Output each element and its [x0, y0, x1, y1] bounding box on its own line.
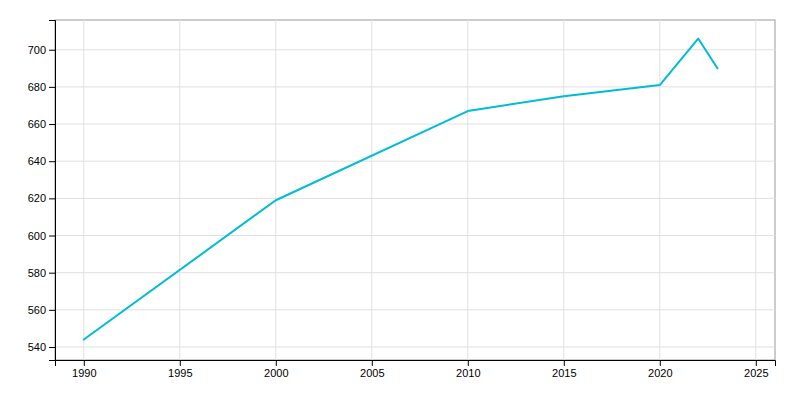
- y-tick-label: 640: [28, 155, 46, 167]
- y-tick-mark: [49, 236, 55, 237]
- grid: [55, 20, 775, 360]
- y-tick: 600: [28, 230, 55, 242]
- x-tick: 2015: [552, 360, 576, 379]
- x-tick: 2025: [744, 360, 768, 379]
- grid-line-x: [179, 20, 180, 360]
- y-tick-label: 560: [28, 304, 46, 316]
- plot: 1990 1995 2000 2005 2010 2015 2020 2025 540 560 58…: [28, 20, 776, 379]
- grid-line-y: [55, 124, 775, 125]
- y-tick-mark: [49, 50, 55, 51]
- grid-line-y: [55, 272, 775, 273]
- x-tick-label: 2005: [360, 367, 384, 379]
- y-tick-label: 700: [28, 44, 46, 56]
- y-tick: 680: [28, 81, 55, 93]
- y-tick: 560: [28, 304, 55, 316]
- x-tick-label: 2000: [264, 367, 288, 379]
- x-tick-mark: [564, 360, 565, 366]
- y-tick-label: 620: [28, 192, 46, 204]
- x-tick: 1995: [168, 360, 192, 379]
- y-tick-mark: [49, 273, 55, 274]
- y-tick-mark: [49, 198, 55, 199]
- x-axis: 1990 1995 2000 2005 2010 2015 2020 2025: [56, 360, 776, 379]
- x-tick-label: 2010: [456, 367, 480, 379]
- x-tick: 2020: [648, 360, 672, 379]
- y-tick-mark: [49, 310, 55, 311]
- x-tick-mark: [276, 360, 277, 366]
- plot-frame: [55, 20, 775, 360]
- x-tick-label: 1995: [168, 367, 192, 379]
- x-tick-mark: [180, 360, 181, 366]
- y-tick: 700: [28, 44, 55, 56]
- x-tick-label: 1990: [72, 367, 96, 379]
- grid-line-x: [275, 20, 276, 360]
- y-tick-label: 540: [28, 341, 46, 353]
- y-axis-line: [49, 21, 56, 361]
- grid-line-x: [659, 20, 660, 360]
- grid-line-y: [55, 49, 775, 50]
- x-tick: 2010: [456, 360, 480, 379]
- grid-line-x: [563, 20, 564, 360]
- x-tick-mark: [84, 360, 85, 366]
- y-tick-label: 660: [28, 118, 46, 130]
- chart: 1990 1995 2000 2005 2010 2015 2020 2025 540 560 58…: [0, 0, 800, 400]
- x-tick: 2005: [360, 360, 384, 379]
- x-tick-label: 2015: [552, 367, 576, 379]
- x-tick-mark: [468, 360, 469, 366]
- x-axis-line: [56, 361, 776, 367]
- x-tick-mark: [372, 360, 373, 366]
- grid-line-y: [55, 235, 775, 236]
- grid-line-x: [755, 20, 756, 360]
- x-tick: 2000: [264, 360, 288, 379]
- y-tick: 580: [28, 267, 55, 279]
- y-tick-label: 680: [28, 81, 46, 93]
- grid-line-x: [371, 20, 372, 360]
- x-tick-label: 2025: [744, 367, 768, 379]
- grid-line-y: [55, 161, 775, 162]
- grid-line-x: [467, 20, 468, 360]
- grid-line-y: [55, 309, 775, 310]
- y-tick: 640: [28, 155, 55, 167]
- x-tick-mark: [660, 360, 661, 366]
- y-tick-mark: [49, 347, 55, 348]
- y-tick-mark: [49, 124, 55, 125]
- grid-line-y: [55, 198, 775, 199]
- grid-line-y: [55, 346, 775, 347]
- y-tick: 540: [28, 341, 55, 353]
- x-tick-mark: [756, 360, 757, 366]
- y-tick: 620: [28, 192, 55, 204]
- grid-line-y: [55, 86, 775, 87]
- y-tick-label: 600: [28, 230, 46, 242]
- y-tick-mark: [49, 87, 55, 88]
- grid-line-x: [83, 20, 84, 360]
- x-tick: 1990: [72, 360, 96, 379]
- series: [84, 39, 718, 340]
- y-tick-mark: [49, 161, 55, 162]
- y-tick: 660: [28, 118, 55, 130]
- x-tick-label: 2020: [648, 367, 672, 379]
- y-axis: 540 560 580 600 620 640 660 680 700: [28, 21, 56, 361]
- y-tick-label: 580: [28, 267, 46, 279]
- line: [84, 39, 718, 340]
